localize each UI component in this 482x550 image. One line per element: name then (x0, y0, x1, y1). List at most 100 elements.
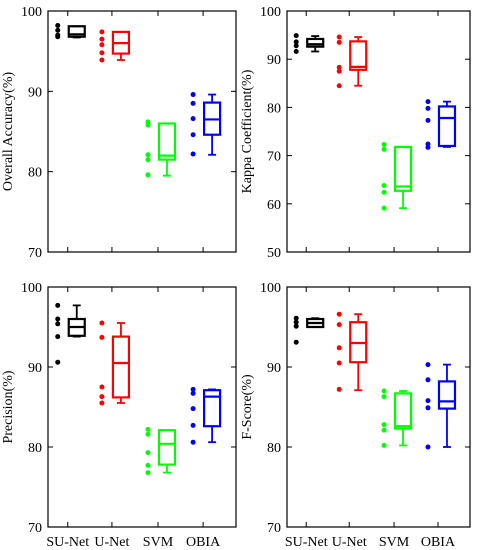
box-iqr (349, 40, 368, 71)
box-iqr (111, 335, 131, 399)
box-iqr (157, 429, 177, 466)
data-point (145, 462, 151, 468)
data-point (425, 117, 431, 123)
box-svm (381, 142, 413, 211)
plot-frame (47, 10, 237, 253)
data-point (55, 334, 61, 340)
y-axis-title: Kappa Coefficient(%) (240, 69, 255, 193)
box-su-net (55, 302, 86, 365)
y-tick-label: 100 (260, 281, 281, 296)
data-point (425, 377, 431, 383)
data-point (336, 68, 342, 74)
data-point (336, 311, 342, 317)
data-point (190, 132, 196, 138)
data-point (381, 422, 387, 428)
y-axis-title: Overall Accuracy(%) (1, 72, 16, 192)
data-point (99, 334, 105, 340)
y-tick-label: 90 (28, 85, 42, 100)
data-point (190, 422, 196, 428)
x-tick-label: SVM (143, 535, 174, 550)
x-tick-label: SVM (379, 535, 410, 550)
x-tick-label: U-Net (332, 535, 367, 550)
box-svm (145, 426, 177, 476)
box-su-net (293, 33, 325, 54)
box-obia (190, 92, 222, 157)
y-tick-label: 50 (267, 246, 281, 261)
plot-frame (47, 286, 237, 528)
box-svm (381, 388, 413, 448)
data-point (55, 302, 61, 308)
data-point (190, 92, 196, 98)
x-tick-label: U-Net (94, 535, 129, 550)
data-point (381, 427, 387, 433)
panel-precision: 70 80 90 100 Precision(%) SU-Net U-Net SVM OBIA (1, 281, 237, 550)
panel-kappa-coefficient: 50 60 70 80 90 100 Kappa Coefficient(%) (240, 5, 471, 261)
data-point (336, 83, 342, 89)
panel-f-score: 70 80 90 100 F-Score(%) SU-Net U-Net SVM OBIA (240, 281, 471, 550)
box-obia (425, 362, 457, 450)
data-point (381, 394, 387, 400)
box-u-net (99, 320, 131, 406)
data-point (145, 470, 151, 476)
plot-frame (286, 10, 471, 253)
data-point (99, 29, 105, 35)
y-tick-label: 80 (28, 166, 42, 181)
y-tick-label: 90 (267, 361, 281, 376)
box-obia (425, 99, 457, 150)
data-point (99, 400, 105, 406)
box-iqr (306, 37, 325, 48)
data-point (336, 386, 342, 392)
data-point (145, 122, 151, 128)
box-su-net (55, 22, 86, 40)
box-obia (190, 386, 222, 445)
box-iqr (203, 389, 222, 428)
data-point (293, 323, 299, 329)
data-point (190, 116, 196, 122)
data-point (190, 406, 196, 412)
y-axis-title: F-Score(%) (240, 374, 255, 440)
y-tick-label: 70 (267, 521, 281, 536)
data-point (293, 315, 299, 321)
y-tick-label: 100 (260, 5, 281, 20)
data-point (145, 157, 151, 163)
data-point (190, 390, 196, 396)
y-tick-label: 60 (267, 198, 281, 213)
box-iqr (393, 145, 413, 192)
data-point (145, 426, 151, 432)
data-point (336, 322, 342, 328)
data-point (425, 144, 431, 150)
data-point (381, 388, 387, 394)
data-point (190, 100, 196, 106)
panel-overall-accuracy: 70 80 90 100 Overall Accuracy(%) (1, 5, 237, 261)
y-tick-label: 80 (28, 441, 42, 456)
data-point (145, 431, 151, 437)
data-point (425, 398, 431, 404)
data-point (425, 362, 431, 368)
data-point (425, 444, 431, 450)
y-tick-label: 100 (21, 281, 42, 296)
data-point (55, 27, 61, 33)
data-point (99, 36, 105, 42)
box-u-net (336, 311, 368, 392)
data-point (190, 439, 196, 445)
y-tick-label: 80 (267, 101, 281, 116)
data-point (336, 64, 342, 70)
data-point (293, 33, 299, 39)
data-point (425, 105, 431, 111)
y-axis-title: Precision(%) (1, 370, 16, 443)
data-point (336, 39, 342, 45)
box-u-net (99, 29, 131, 63)
data-point (99, 320, 105, 326)
data-point (293, 48, 299, 54)
data-point (99, 384, 105, 390)
x-tick-label: OBIA (421, 535, 456, 550)
data-point (55, 359, 61, 365)
data-point (381, 142, 387, 148)
data-point (293, 43, 299, 49)
data-point (336, 345, 342, 351)
data-point (55, 22, 61, 28)
data-point (381, 205, 387, 211)
data-point (99, 42, 105, 48)
box-iqr (67, 25, 86, 38)
